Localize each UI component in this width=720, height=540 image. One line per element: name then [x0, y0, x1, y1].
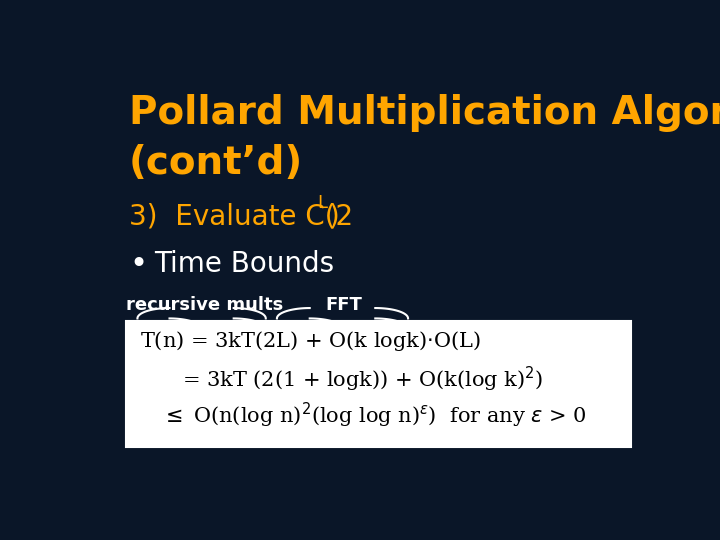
- FancyBboxPatch shape: [126, 321, 631, 447]
- Text: FFT: FFT: [325, 295, 362, 314]
- Text: T(n) = 3kT(2L) + O(k logk)$\cdot$O(L): T(n) = 3kT(2L) + O(k logk)$\cdot$O(L): [140, 329, 481, 353]
- Text: Time Bounds: Time Bounds: [154, 250, 334, 278]
- Text: (cont’d): (cont’d): [129, 144, 303, 182]
- Text: $\leq$ O(n(log n)$^2$(log log n)$^\varepsilon$)  for any $\varepsilon$ > 0: $\leq$ O(n(log n)$^2$(log log n)$^\varep…: [161, 400, 587, 429]
- Text: •: •: [129, 250, 147, 279]
- Text: 3)  Evaluate C(2: 3) Evaluate C(2: [129, 202, 354, 230]
- Text: recursive mults: recursive mults: [126, 295, 283, 314]
- Text: Pollard Multiplication Algorithm: Pollard Multiplication Algorithm: [129, 94, 720, 132]
- Text: ): ): [329, 202, 340, 230]
- Text: = 3kT (2(1 + logk)) + O(k(log k)$^2$): = 3kT (2(1 + logk)) + O(k(log k)$^2$): [182, 365, 544, 394]
- Text: L: L: [318, 194, 328, 212]
